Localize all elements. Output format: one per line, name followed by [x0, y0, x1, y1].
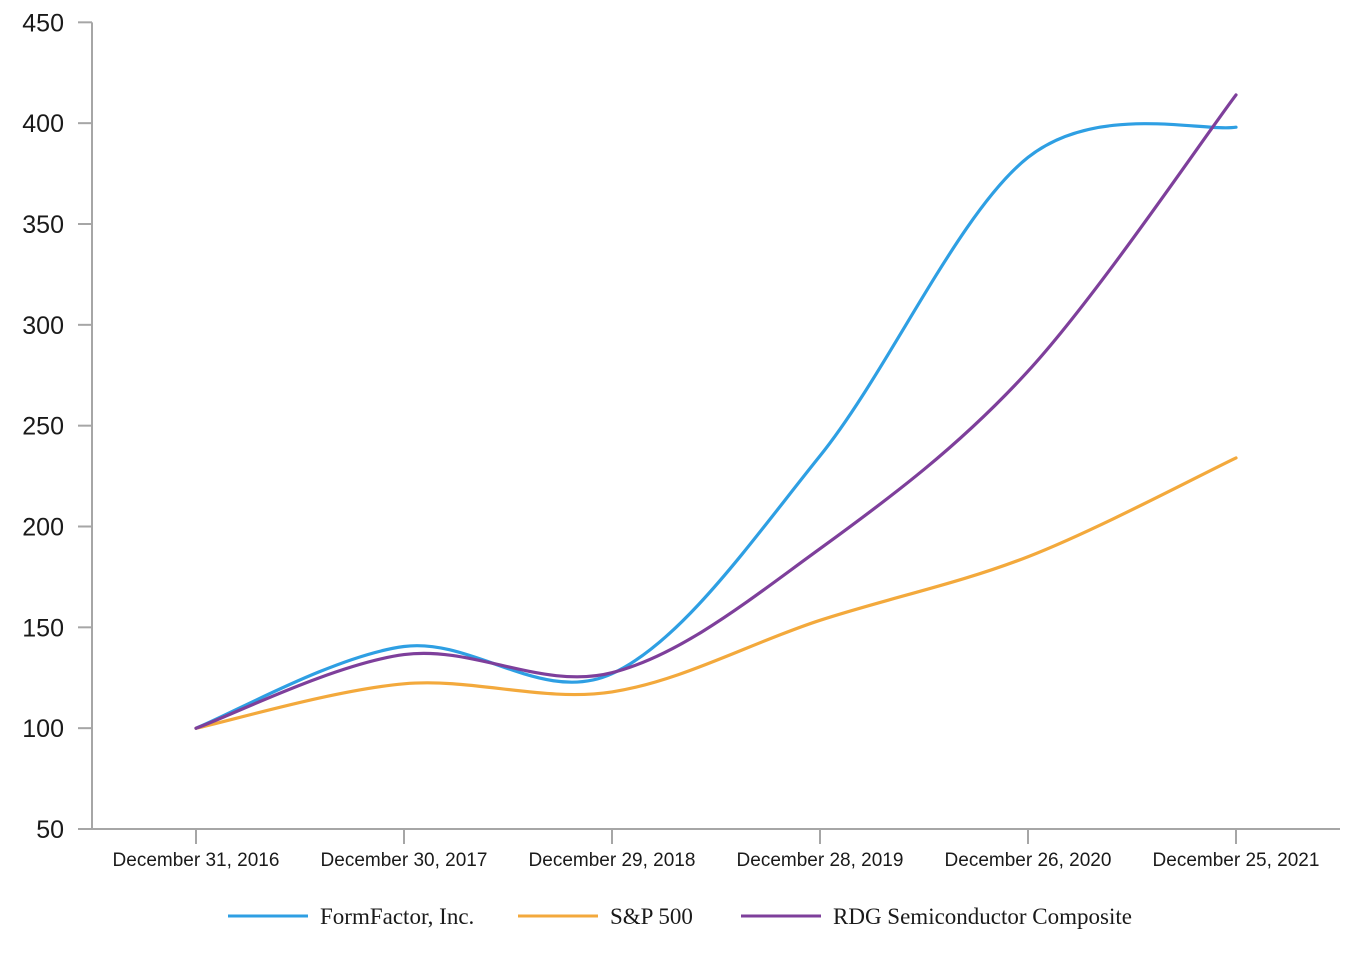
- y-tick-label: 450: [22, 9, 64, 37]
- series-line-2: [194, 93, 1238, 730]
- chart-legend: FormFactor, Inc. S&P 500 RDG Semiconductor…: [228, 904, 1132, 929]
- y-tick-label: 150: [22, 614, 64, 642]
- legend-label: FormFactor, Inc.: [320, 904, 474, 929]
- x-tick-label: December 30, 2017: [321, 850, 488, 871]
- x-tick-label: December 31, 2016: [113, 850, 280, 871]
- y-tick-label: 100: [22, 715, 64, 743]
- y-tick-label: 400: [22, 110, 64, 138]
- series-line-0: [194, 122, 1238, 730]
- legend-item-2: RDG Semiconductor Composite: [741, 904, 1132, 929]
- legend-label: S&P 500: [610, 904, 693, 929]
- series-line-1: [194, 456, 1238, 730]
- y-tick-label: 300: [22, 312, 64, 340]
- x-tick-label: December 29, 2018: [529, 850, 696, 871]
- x-tick-label: December 28, 2019: [737, 850, 904, 871]
- y-tick-label: 350: [22, 211, 64, 239]
- x-tick-label: December 25, 2021: [1153, 850, 1320, 871]
- x-tick-label: December 26, 2020: [945, 850, 1112, 871]
- legend-label: RDG Semiconductor Composite: [833, 904, 1132, 929]
- y-tick-label: 50: [36, 816, 64, 844]
- y-tick-label: 250: [22, 413, 64, 441]
- y-tick-label: 200: [22, 513, 64, 541]
- legend-item-0: FormFactor, Inc.: [228, 904, 474, 929]
- legend-item-1: S&P 500: [518, 904, 693, 929]
